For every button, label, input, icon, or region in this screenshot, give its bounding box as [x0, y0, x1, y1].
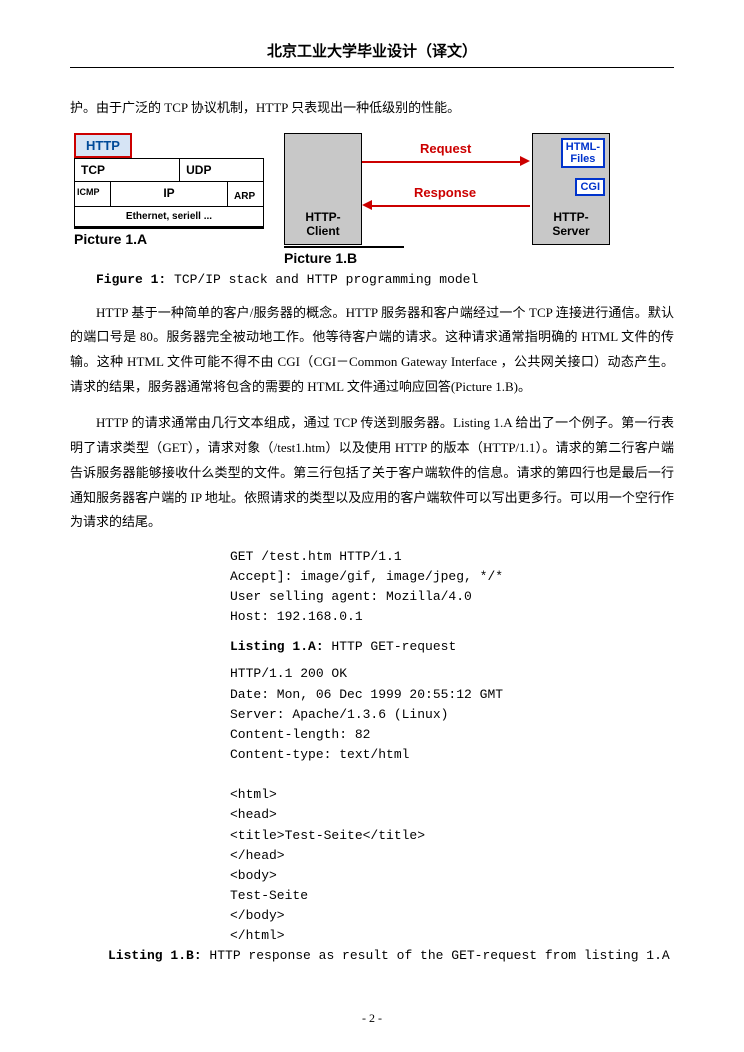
cgi-box: CGI	[575, 178, 605, 196]
stack-eth: Ethernet, seriell ...	[75, 207, 263, 226]
http-client-box: HTTP- Client	[284, 133, 362, 245]
code-listing-b: HTTP/1.1 200 OK Date: Mon, 06 Dec 1999 2…	[230, 664, 674, 946]
request-label: Request	[420, 141, 471, 156]
stack-tcp: TCP	[75, 159, 180, 181]
stack-arp: ARP	[227, 182, 263, 206]
picture-1a-label: Picture 1.A	[74, 227, 264, 247]
client-server-diagram: HTTP- Client Request Response HTML- File…	[284, 133, 610, 266]
page-header: 北京工业大学毕业设计（译文）	[70, 40, 674, 68]
paragraph-2: HTTP 的请求通常由几行文本组成，通过 TCP 传送到服务器。Listing …	[70, 411, 674, 534]
stack-ip: IP	[111, 182, 227, 206]
response-label: Response	[414, 185, 476, 200]
intro-text: 护。由于广泛的 TCP 协议机制，HTTP 只表现出一种低级别的性能。	[70, 96, 674, 121]
stack-udp: UDP	[180, 159, 263, 181]
html-files-box: HTML- Files	[561, 138, 605, 168]
arrow-area: Request Response	[362, 133, 532, 245]
stack-http: HTTP	[74, 133, 132, 158]
stack-icmp: ICMP	[75, 182, 111, 206]
paragraph-1: HTTP 基于一种简单的客户/服务器的概念。HTTP 服务器和客户端经过一个 T…	[70, 301, 674, 400]
http-server-box: HTML- Files CGI HTTP- Server	[532, 133, 610, 245]
listing-1b-caption: Listing 1.B: HTTP response as result of …	[108, 948, 674, 963]
listing-1a-caption: Listing 1.A: HTTP GET-request	[230, 639, 674, 654]
code-listing-a: GET /test.htm HTTP/1.1 Accept]: image/gi…	[230, 547, 674, 628]
stack-diagram: HTTP TCP UDP ICMP IP ARP Ethernet, serie…	[74, 133, 264, 247]
page-number: - 2 -	[0, 1011, 744, 1026]
figure-1-caption: Figure 1: TCP/IP stack and HTTP programm…	[96, 272, 674, 287]
figure-1-diagram: HTTP TCP UDP ICMP IP ARP Ethernet, serie…	[74, 133, 674, 266]
